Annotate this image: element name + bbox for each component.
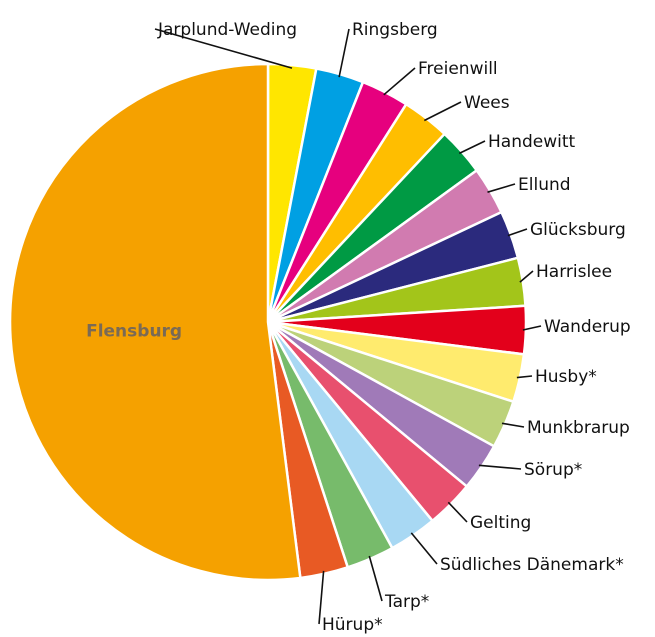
leader-line-handewitt <box>459 141 485 153</box>
leader-line-freienwill <box>384 68 415 95</box>
slice-label-ellund: Ellund <box>518 175 571 195</box>
leader-line-tarp <box>369 556 382 601</box>
slice-label-husby: Husby* <box>535 367 597 387</box>
slice-label-wanderup: Wanderup <box>544 317 631 337</box>
leader-line-südliches-dänemark <box>411 533 437 564</box>
slice-label-gelting: Gelting <box>470 513 531 533</box>
slice-label-hürup: Hürup* <box>322 615 383 635</box>
slice-label-munkbrarup: Munkbrarup <box>527 418 630 438</box>
leader-line-ringsberg <box>339 29 349 77</box>
slice-label-ringsberg: Ringsberg <box>352 20 438 40</box>
slice-label-wees: Wees <box>464 93 510 113</box>
slice-label-freienwill: Freienwill <box>418 59 498 79</box>
leader-line-wees <box>424 102 461 121</box>
slice-label-handewitt: Handewitt <box>488 132 576 152</box>
leader-line-sörup <box>479 465 521 469</box>
slice-label-flensburg: Flensburg <box>86 321 182 341</box>
slice-label-jarplund-weding: Jarplund-Weding <box>157 20 297 40</box>
slice-label-südliches-dänemark: Südliches Dänemark* <box>440 555 624 575</box>
slice-label-glücksburg: Glücksburg <box>530 220 626 240</box>
slice-label-harrislee: Harrislee <box>536 262 612 282</box>
slice-label-tarp: Tarp* <box>384 592 429 612</box>
leader-line-ellund <box>488 184 516 192</box>
leader-line-gelting <box>448 502 467 522</box>
slice-label-sörup: Sörup* <box>524 460 582 480</box>
